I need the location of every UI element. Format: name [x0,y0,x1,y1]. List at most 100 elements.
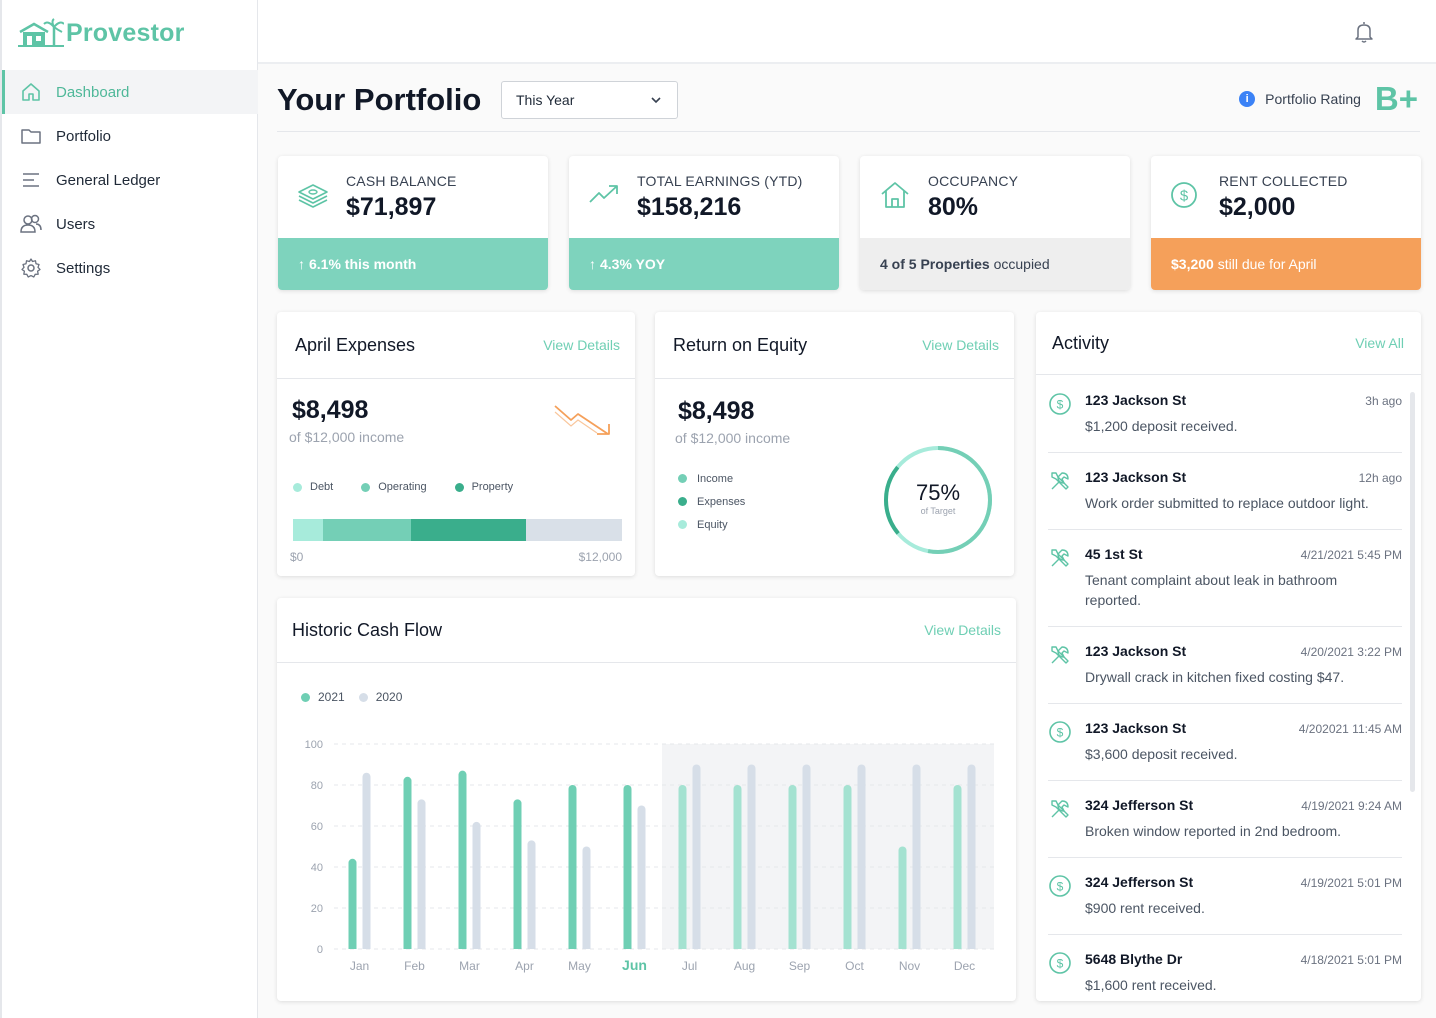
activity-description: Tenant complaint about leak in bathroom … [1085,572,1338,608]
legend-label: Property [471,481,514,493]
activity-item[interactable]: $123 Jackson St 4/202021 11:45 AM $3,600 d… [1048,704,1402,781]
activity-item[interactable]: 123 Jackson St 12h ago Work order submitte… [1048,453,1402,530]
activity-address: 123 Jackson St [1085,643,1187,659]
view-details-link[interactable]: View Details [543,337,620,353]
activity-time: 12h ago [1358,471,1402,485]
x-tick-label: Jan [350,959,369,973]
tools-icon [1048,643,1072,667]
bar-base-2020-apr [527,945,536,949]
historic-cash-flow-panel: Historic Cash Flow View Details 2021 202… [277,598,1016,1001]
users-icon [20,213,42,235]
activity-item[interactable]: $123 Jackson St 3h ago $1,200 deposit rece… [1048,376,1402,453]
top-bar [258,0,1436,64]
legend-label: Operating [378,481,427,493]
y-tick-label: 60 [311,821,323,833]
bar-segment-debt [293,519,323,541]
chevron-down-icon [651,97,661,104]
header-divider [277,131,1420,132]
x-tick-label: Feb [404,959,425,973]
sidebar-item-label: Users [56,215,96,233]
activity-description: $1,200 deposit received. [1085,418,1238,434]
y-tick-label: 0 [317,944,323,956]
activity-address: 123 Jackson St [1085,720,1187,736]
cash-stack-icon [296,178,330,212]
y-tick-label: 80 [311,780,323,792]
trend-up-icon [587,178,621,212]
stat-card-total-earnings[interactable]: TOTAL EARNINGS (YTD) $158,216 ↑ 4.3% YOY [569,156,839,290]
expenses-sub: of $12,000 income [289,429,405,445]
sidebar-item-dashboard[interactable]: Dashboard [2,70,258,114]
activity-item[interactable]: $324 Jefferson St 4/19/2021 5:01 PM $900 r… [1048,858,1402,935]
bar-base-2021-feb [403,945,412,949]
activity-item[interactable]: 123 Jackson St 4/20/2021 3:22 PM Drywall c… [1048,627,1402,704]
view-details-link[interactable]: View Details [924,622,1001,638]
sidebar-item-settings[interactable]: Settings [2,246,258,290]
arrow-up-icon: ↑ [298,256,305,272]
stat-footer-text: 6.1% this month [309,256,417,272]
bar-min-label: $0 [290,550,304,564]
stat-card-cash-balance[interactable]: CASH BALANCE $71,897 ↑ 6.1% this month [278,156,548,290]
bar-2020-jan [362,772,371,949]
bar-2021-jul [678,785,687,949]
period-select[interactable]: This Year [501,81,678,119]
activity-item[interactable]: $5648 Blythe Dr 4/18/2021 5:01 PM $1,600 r… [1048,935,1402,1001]
panel-header: Historic Cash Flow View Details [277,598,1016,663]
stat-label: RENT COLLECTED [1219,173,1348,189]
bar-base-2021-oct [843,945,852,949]
folder-icon [20,125,42,147]
stat-footer-text: occupied [989,256,1050,272]
stat-card-occupancy[interactable]: OCCUPANCY 80% 4 of 5 Properties occupied [860,156,1130,290]
legend-label: Expenses [697,495,746,508]
activity-item[interactable]: 324 Jefferson St 4/19/2021 9:24 AM Broken … [1048,781,1402,858]
bar-max-label: $12,000 [578,550,622,564]
bar-base-2020-oct [857,945,866,949]
view-details-link[interactable]: View Details [922,337,999,353]
house-palm-logo-icon [18,18,64,47]
legend-label: Income [697,472,734,485]
chart-legend: 2021 2020 [301,690,402,704]
rating-label: Portfolio Rating [1265,91,1361,107]
activity-description: Work order submitted to replace outdoor … [1085,495,1369,511]
activity-address: 123 Jackson St [1085,469,1187,485]
bell-icon[interactable] [1352,20,1376,44]
tools-icon [1048,797,1072,821]
x-tick-label: Nov [899,959,920,973]
sidebar-item-users[interactable]: Users [2,202,258,246]
activity-address: 45 1st St [1085,546,1143,562]
stat-footer-strong: 4 of 5 Properties [880,256,990,272]
stat-card-rent-collected[interactable]: $ RENT COLLECTED $2,000 $3,200 still due… [1151,156,1421,290]
activity-scrollbar[interactable] [1410,392,1415,792]
sidebar-item-portfolio[interactable]: Portfolio [2,114,258,158]
tools-icon [1048,546,1072,570]
sidebar-item-label: General Ledger [56,171,161,189]
x-tick-label: Oct [845,959,864,973]
expenses-stacked-bar [293,519,622,541]
ring-income-arc [884,446,992,554]
view-all-link[interactable]: View All [1355,335,1404,351]
expenses-legend: Debt Operating Property [293,481,513,493]
stat-value: $2,000 [1219,193,1296,221]
bar-2021-jan [348,858,357,949]
bar-2020-nov [912,764,921,949]
logo[interactable]: Provestor [18,18,185,48]
bar-2020-feb [417,799,426,949]
activity-item[interactable]: 45 1st St 4/21/2021 5:45 PM Tenant complai… [1048,530,1402,627]
stat-value: 80% [928,193,979,221]
legend-item-2020: 2020 [358,690,402,704]
legend-label: Debt [310,481,334,493]
bar-base-2020-aug [747,945,756,949]
bar-base-2021-may [568,945,577,949]
bar-2021-feb [403,776,412,949]
bar-segment-property [411,519,526,541]
bar-2020-apr [527,840,536,949]
period-select-value: This Year [516,92,575,108]
activity-address: 324 Jefferson St [1085,874,1194,890]
tools-icon [1048,469,1072,493]
info-icon[interactable]: i [1239,91,1256,107]
legend-item-2021: 2021 [301,690,345,704]
bar-base-2020-jun [637,945,646,949]
sidebar-item-general-ledger[interactable]: General Ledger [2,158,258,202]
x-tick-label: Jul [682,959,697,973]
roe-legend: Income Expenses Equity [678,467,745,536]
bar-2020-may [582,846,591,949]
